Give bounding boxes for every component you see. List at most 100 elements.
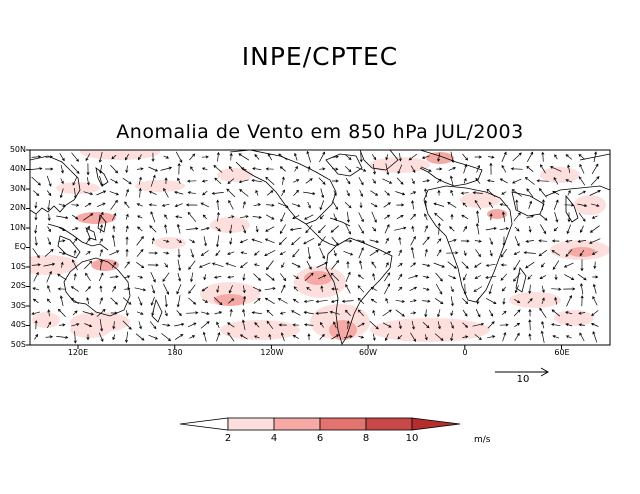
wind-vector-arrow (450, 213, 454, 220)
wind-vector-arrow (564, 274, 575, 280)
wind-vector-arrow (357, 322, 365, 328)
anomaly-shade-patch (91, 259, 119, 271)
wind-vector-arrow (57, 287, 66, 291)
wind-vector-arrow (359, 189, 364, 197)
wind-vector-arrow (567, 164, 571, 173)
wind-vector-arrow (345, 271, 351, 282)
lon-label-180: 180 (167, 348, 183, 357)
wind-vector-arrow (333, 190, 337, 197)
wind-vector-arrow (370, 202, 378, 208)
wind-vector-arrow (567, 189, 571, 196)
wind-vector-arrow (331, 287, 339, 291)
wind-vector-arrow (437, 222, 441, 235)
wind-vector-arrow (422, 263, 431, 267)
wind-vector-arrow (134, 287, 147, 292)
wind-vector-arrow (71, 227, 79, 231)
wind-vector-arrow (70, 286, 79, 292)
wind-vector-arrow (306, 287, 312, 291)
wind-vector-arrow (410, 311, 417, 315)
wind-vector-arrow (473, 286, 483, 292)
wind-vector-arrow (502, 236, 506, 247)
wind-vector-arrow (306, 150, 312, 163)
colorbar-label-6: 6 (316, 433, 324, 444)
wind-vector-arrow (294, 152, 298, 161)
wind-vector-arrow (215, 250, 221, 257)
wind-vector-arrow (554, 154, 558, 160)
wind-vector-arrow (292, 214, 300, 220)
wind-vector-arrow (214, 177, 222, 185)
wind-vector-arrow (538, 213, 548, 221)
wind-vector-arrow (344, 201, 352, 209)
wind-vector-arrow (227, 275, 235, 279)
wind-vector-arrow (357, 309, 364, 317)
wind-vector-arrow (318, 236, 326, 247)
wind-vector-arrow (512, 152, 522, 162)
wind-vector-arrow (420, 166, 432, 172)
lat-label-30n: 30N (9, 184, 26, 193)
wind-vector-arrow (436, 249, 442, 257)
wind-vector-arrow (592, 330, 598, 343)
wind-vector-arrow (241, 319, 246, 330)
wind-vector-arrow (98, 211, 104, 222)
wind-vector-arrow (280, 212, 286, 223)
wind-vector-arrow (147, 263, 159, 267)
wind-vector-arrow (280, 284, 286, 293)
wind-vector-arrow (513, 272, 521, 282)
wind-vector-arrow (228, 165, 233, 172)
wind-vector-arrow (463, 163, 468, 174)
wind-vector-arrow (254, 153, 260, 160)
wind-vector-arrow (590, 176, 600, 186)
wind-vector-arrow (513, 212, 521, 222)
wind-vector-arrow (238, 153, 250, 161)
wind-vector-arrow (47, 226, 51, 233)
wind-vector-arrow (551, 309, 561, 317)
wind-vector-arrow (435, 283, 443, 295)
anomaly-shade-patch (154, 237, 186, 249)
colorbar-label-2: 2 (224, 433, 232, 444)
wind-vector-arrow (228, 199, 234, 210)
anomaly-shade-patch (210, 217, 250, 233)
wind-vector-arrow (540, 262, 545, 268)
wind-vector-arrow (331, 260, 340, 270)
wind-vector-arrow (499, 227, 510, 231)
wind-vector-arrow (372, 226, 377, 232)
wind-vector-arrow (460, 191, 469, 195)
wind-vector-arrow (510, 167, 523, 171)
wind-vector-arrow (72, 214, 79, 220)
wind-vector-arrow (240, 167, 247, 171)
lon-label-0: 0 (462, 348, 468, 357)
wind-vector-arrow (474, 275, 481, 279)
wind-vector-arrow (99, 238, 103, 244)
wind-vector-arrow (514, 285, 519, 294)
wind-vector-arrow (553, 176, 559, 185)
wind-vector-arrow (591, 310, 599, 317)
wind-vector-arrow (528, 319, 532, 331)
wind-vector-arrow (369, 239, 380, 244)
lat-label-eq: EQ (14, 242, 26, 251)
wind-vector-arrow (176, 310, 182, 317)
wind-vector-arrow (33, 271, 39, 282)
wind-vector-arrow (463, 225, 467, 232)
wind-vector-arrow (421, 155, 430, 159)
wind-vector-arrow (578, 176, 586, 186)
wind-vector-arrow (124, 275, 131, 279)
wind-vector-arrow (83, 191, 94, 196)
wind-vector-arrow (446, 251, 459, 255)
wind-vector-arrow (474, 262, 482, 268)
wind-vector-arrow (124, 201, 130, 209)
wind-vector-arrow (538, 239, 548, 243)
wind-vector-arrow (359, 260, 363, 270)
wind-vector-arrow (589, 225, 600, 233)
wind-vector-arrow (99, 164, 103, 174)
wind-vector-arrow (499, 323, 509, 327)
wind-vector-arrow (397, 164, 403, 175)
wind-vector-arrow (176, 284, 182, 295)
wind-vector-arrow (253, 273, 262, 281)
wind-vector-arrow (228, 298, 235, 304)
wind-vector-arrow (266, 260, 274, 271)
wind-vector-arrow (215, 235, 220, 248)
wind-vector-arrow (278, 237, 287, 246)
wind-vector-arrow (307, 247, 312, 260)
wind-vector-arrow (86, 225, 90, 232)
wind-vector-arrow (201, 155, 209, 159)
